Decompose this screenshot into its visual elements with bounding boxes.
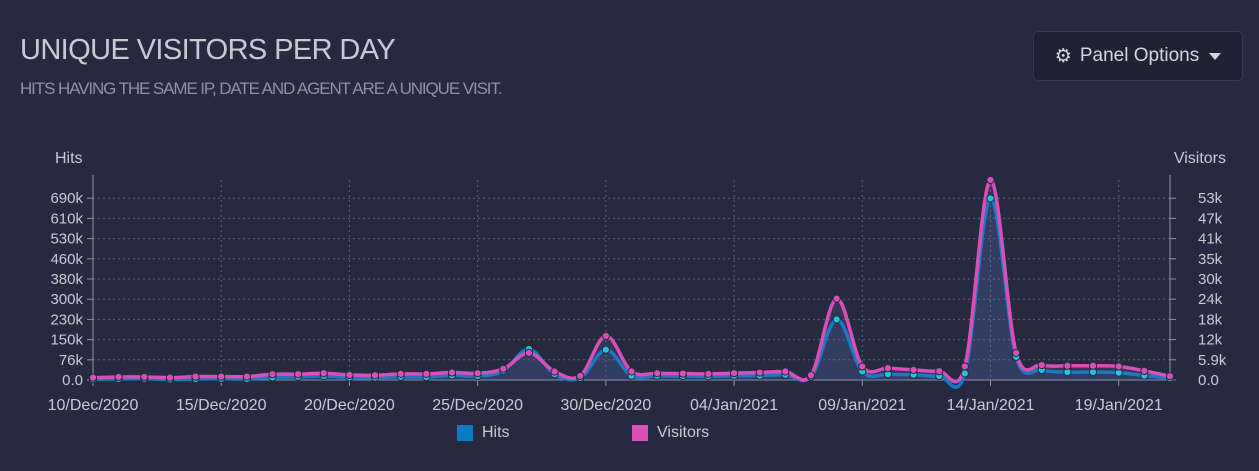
data-point-visitors: [370, 371, 380, 380]
line-chart: Hits Visitors 0.0 0.0 76k 5.9k 150k 12k 230k 18k 3…: [48, 150, 1227, 414]
y-right-tick-label: 12k: [1198, 332, 1223, 349]
gear-icon: ⚙: [1054, 45, 1072, 67]
data-point-visitors: [1140, 366, 1149, 375]
y-left-tick-label: 150k: [50, 332, 83, 349]
y-right-tick-label: 24k: [1198, 291, 1223, 308]
y-right-tick-label: 41k: [1198, 231, 1223, 248]
series-line-hits: [91, 196, 1172, 389]
data-point-visitors: [319, 369, 328, 378]
y-left-tick-label: 76k: [59, 352, 84, 369]
y-right-tick-label: 0.0: [1198, 372, 1219, 389]
y-left-tick-label: 300k: [50, 291, 83, 308]
panel-subtitle: HITS HAVING THE SAME IP, DATE AND AGENT …: [20, 79, 503, 98]
legend-swatch-visitors: [632, 425, 648, 441]
y-left-tick-label: 230k: [50, 311, 83, 328]
caret-down-icon: [1209, 52, 1222, 60]
x-tick-label: 19/Jan/2021: [1075, 397, 1163, 414]
data-point-visitors: [499, 364, 508, 373]
x-tick-label: 04/Jan/2021: [690, 397, 778, 414]
data-point-visitors: [653, 369, 662, 378]
data-point-visitors: [191, 372, 200, 381]
y-left-tick-label: 380k: [50, 271, 83, 288]
data-point-visitors: [294, 370, 303, 379]
y-left-axis-title: Hits: [55, 150, 83, 167]
x-tick-label: 15/Dec/2020: [176, 397, 267, 414]
data-point-visitors: [601, 331, 610, 341]
data-point-visitors: [806, 371, 816, 380]
x-tick-label: 10/Dec/2020: [48, 397, 139, 414]
y-left-tick-label: 460k: [50, 251, 83, 268]
data-point-visitors: [114, 372, 123, 382]
y-right-tick-label: 18k: [1198, 311, 1223, 328]
data-point-visitors: [268, 370, 277, 379]
data-point-visitors: [781, 367, 790, 376]
y-left-tick-label: 690k: [50, 190, 83, 207]
data-point-visitors: [960, 362, 969, 371]
y-left-tick-label: 610k: [50, 210, 83, 227]
data-point-visitors: [88, 373, 98, 382]
data-point-visitors: [550, 367, 559, 376]
data-point-visitors: [473, 369, 482, 378]
legend-swatch-hits: [457, 425, 473, 441]
data-point-visitors: [627, 367, 636, 376]
data-point-visitors: [832, 294, 841, 303]
legend-label-hits: Hits: [482, 424, 510, 441]
x-tick-label: 30/Dec/2020: [560, 397, 651, 414]
data-point-visitors: [1063, 361, 1072, 370]
series-area-visitors: [93, 179, 1170, 382]
data-point-visitors: [986, 175, 995, 185]
data-point-visitors: [447, 368, 457, 377]
data-point-visitors: [242, 372, 251, 381]
data-point-visitors: [755, 368, 764, 377]
data-point-visitors: [1088, 361, 1098, 370]
y-right-tick-label: 30k: [1198, 271, 1223, 288]
y-left-tick-label: 530k: [50, 231, 83, 248]
data-point-visitors: [883, 364, 893, 373]
data-point-visitors: [1012, 348, 1021, 357]
y-right-axis-title: Visitors: [1174, 150, 1226, 167]
data-point-visitors: [704, 369, 713, 378]
data-point-visitors: [217, 372, 226, 381]
data-point-visitors: [422, 369, 431, 378]
x-tick-label: 14/Jan/2021: [946, 397, 1034, 414]
panel-options-label: Panel Options: [1079, 45, 1200, 66]
legend-item-hits[interactable]: Hits: [457, 424, 510, 442]
data-point-visitors: [729, 369, 739, 378]
data-point-visitors: [524, 348, 534, 357]
x-tick-label: 25/Dec/2020: [432, 397, 523, 414]
data-point-visitors: [165, 373, 175, 382]
data-point-visitors: [396, 369, 405, 378]
legend-label-visitors: Visitors: [657, 424, 710, 441]
data-point-visitors: [1165, 372, 1175, 381]
legend-item-visitors[interactable]: Visitors: [632, 424, 709, 442]
data-point-hits: [986, 194, 995, 203]
x-tick-label: 09/Jan/2021: [818, 397, 906, 414]
data-point-visitors: [909, 365, 918, 374]
x-tick-label: 20/Dec/2020: [304, 397, 395, 414]
data-point-visitors: [140, 372, 149, 382]
data-point-hits: [601, 345, 610, 354]
y-left-tick-label: 0.0: [62, 372, 83, 389]
data-point-hits: [960, 369, 969, 378]
data-point-visitors: [678, 369, 687, 378]
data-point-visitors: [935, 367, 944, 376]
chart-legend: Hits Visitors: [0, 424, 1259, 446]
data-point-visitors: [858, 362, 867, 371]
data-point-visitors: [345, 370, 354, 380]
data-point-visitors: [576, 371, 585, 381]
panel-title: UNIQUE VISITORS PER DAY: [20, 34, 396, 66]
y-right-tick-label: 35k: [1198, 251, 1223, 268]
y-right-tick-label: 5.9k: [1198, 352, 1227, 369]
y-right-tick-label: 47k: [1198, 210, 1223, 227]
y-right-tick-label: 53k: [1198, 190, 1223, 207]
data-point-hits: [832, 315, 841, 324]
data-point-visitors: [1114, 362, 1123, 371]
panel-options-button[interactable]: ⚙ Panel Options: [1033, 31, 1243, 81]
data-point-visitors: [1037, 360, 1046, 370]
